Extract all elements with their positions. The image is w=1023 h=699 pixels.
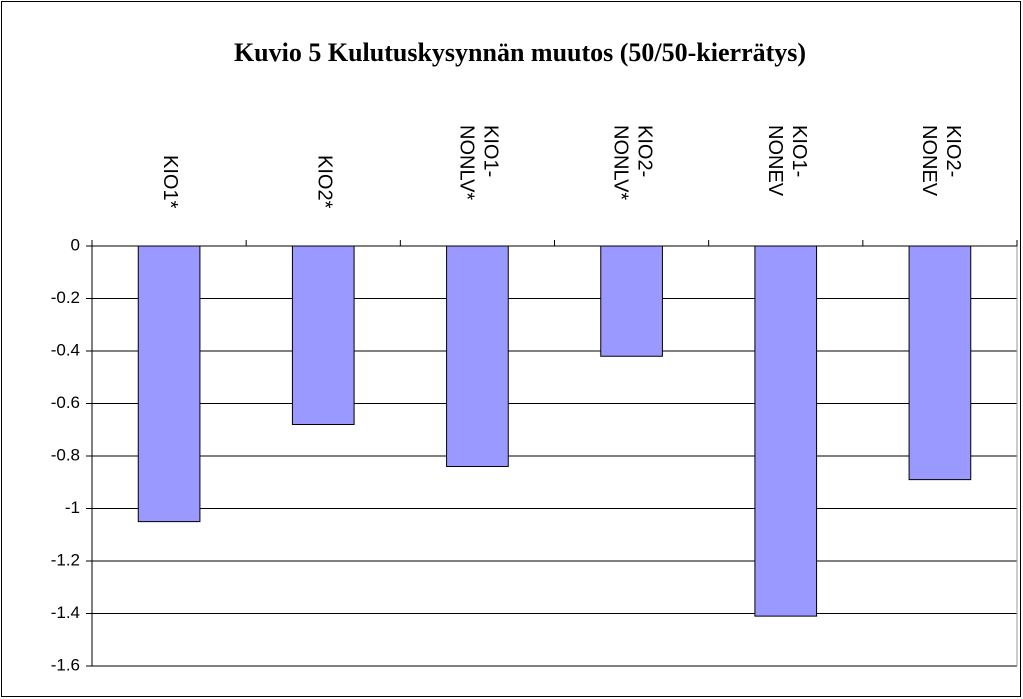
- y-tick-label: -1.6: [51, 655, 80, 674]
- y-tick-label: -1: [65, 498, 80, 517]
- x-tick-label: KIO1*: [159, 155, 181, 209]
- x-tick-label: KIO2-NONEV: [918, 125, 964, 197]
- y-tick-label: -0.2: [51, 288, 80, 307]
- y-tick-label: -1.4: [51, 603, 80, 622]
- bar: [754, 245, 818, 617]
- y-tick-label: -0.4: [51, 340, 80, 359]
- bar: [908, 245, 972, 481]
- chart-title: Kuvio 5 Kulutuskysynnän muutos (50/50-ki…: [234, 38, 806, 67]
- x-tick-label: KIO1-NONLV*: [455, 125, 501, 200]
- y-tick-label: -0.8: [51, 445, 80, 464]
- bar: [137, 245, 201, 523]
- y-tick-label: -0.6: [51, 393, 80, 412]
- bar: [600, 245, 663, 357]
- x-tick-label: KIO2*: [313, 155, 335, 209]
- x-tick-label: KIO1-NONEV: [763, 125, 809, 197]
- y-tick-label: 0: [71, 235, 80, 254]
- bar: [291, 245, 355, 425]
- y-tick-label: -1.2: [51, 550, 80, 569]
- bar: [446, 245, 509, 467]
- x-tick-label: KIO2-NONLV*: [609, 125, 655, 200]
